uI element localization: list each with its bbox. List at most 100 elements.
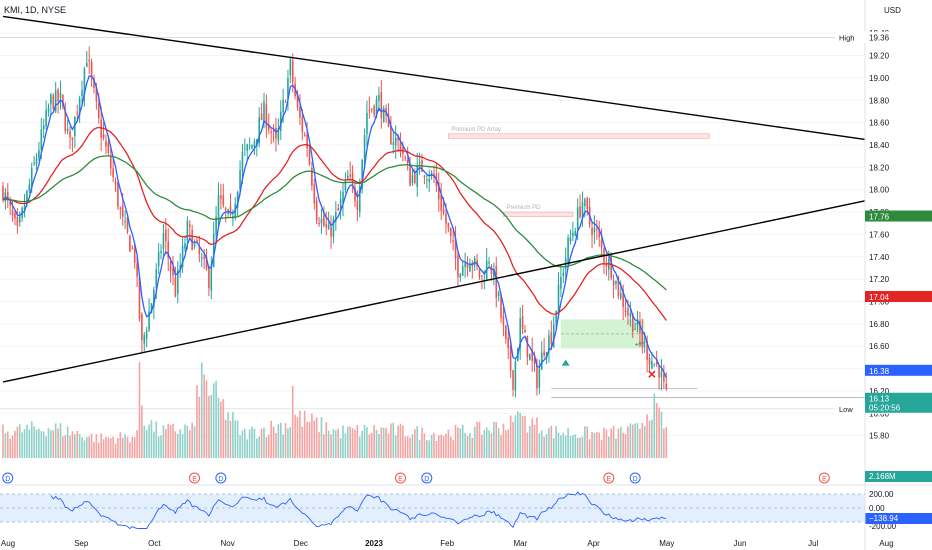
volume-bar [227,412,229,458]
x-tick-label: May [659,539,674,548]
candle-body [64,110,67,132]
candle-body [253,141,256,147]
volume-bar [485,427,488,458]
candle-body [643,341,646,343]
candle-body [102,134,105,138]
candle-body [361,159,363,189]
volume-bar [313,420,316,458]
volume-bar [105,436,107,458]
candle-body [200,257,203,259]
volume-bar [426,439,428,458]
candle-body [198,246,201,255]
volume-bar [622,432,624,458]
volume-bar [260,428,263,458]
candle-body [38,150,40,158]
candle-body [11,209,14,216]
candle-body [392,142,395,145]
price-badge [865,364,932,376]
volume-bar [52,430,55,458]
candle-body [112,168,114,178]
volume-bar [318,432,320,458]
volume-bar [526,432,529,458]
candle-body [28,184,31,191]
volume-bar [335,430,337,458]
volume-bar [196,385,198,458]
volume-bar [54,423,57,458]
volume-bar [409,437,411,458]
volume-badge [865,471,932,482]
volume-bar [505,430,507,458]
candle-body [552,324,555,347]
volume-bar [399,423,402,458]
high-badge-label: High [839,34,854,43]
candle-body [624,311,627,313]
candle-body [308,149,311,164]
volume-bar [131,436,134,458]
volume-bar [107,437,110,458]
volume-bar [586,426,589,458]
volume-bar [35,429,38,458]
x-tick-label: Sep [74,539,89,548]
x-tick-label: Mar [514,539,528,548]
candle-body [464,263,466,267]
volume-bar [160,435,162,458]
volume-bar [349,426,351,458]
event-marker [215,472,227,484]
y-tick-label: 16.80 [869,320,890,329]
premium-zone [503,211,574,217]
volume-bar [47,427,50,458]
candle-body [512,370,514,390]
y-tick-label: 16.20 [869,387,890,396]
trendlines[interactable] [2,15,866,383]
volume-bar [619,426,622,458]
volume-bar [153,431,155,458]
volume-bar [440,434,442,458]
high-badge-value: 19.36 [869,34,890,43]
volume-bar [435,441,438,458]
volume-bar [361,430,363,458]
candle-body [481,275,483,277]
volume-bar [598,432,601,458]
candle-body [306,133,308,149]
volume-bar [418,439,421,458]
candle-body [47,107,50,112]
volume-bar [406,436,409,458]
volume-bar [459,428,462,458]
candle-body [610,257,612,279]
volume-bar [639,428,641,458]
volume-bar [138,361,141,458]
candle-body [390,126,392,144]
volume-bar [411,434,414,458]
candle-body [473,257,476,266]
candle-body [143,334,146,344]
y-tick-label: 17.20 [869,275,890,284]
candle-body [545,352,548,358]
volume-bar [200,362,203,458]
candle-body [109,155,112,169]
price-badge-value: 17.04 [869,293,890,302]
volume-bar [150,420,153,458]
candle-body [387,113,390,128]
volume-bar [57,428,59,458]
candle-body [42,125,45,130]
volume-bar [301,426,304,458]
candle-body [466,263,469,269]
volume-bar [358,436,361,458]
volume-bar [387,433,390,458]
candle-body [548,335,550,352]
volume-bar [320,417,323,458]
candle-body [289,59,292,76]
volume-bar [248,429,251,458]
oscillator-value-badge [865,513,932,524]
candle-body [493,269,495,278]
low-badge-label: Low [839,405,853,414]
trendline [2,15,866,141]
volume-bar [363,424,366,458]
discount-zone-label: +86 [635,342,646,348]
candle-body [584,199,586,206]
candle-body [598,229,601,238]
candle-body [605,263,608,267]
oscillator-tick-label: -200.00 [869,522,897,531]
volume-bar [483,430,486,458]
